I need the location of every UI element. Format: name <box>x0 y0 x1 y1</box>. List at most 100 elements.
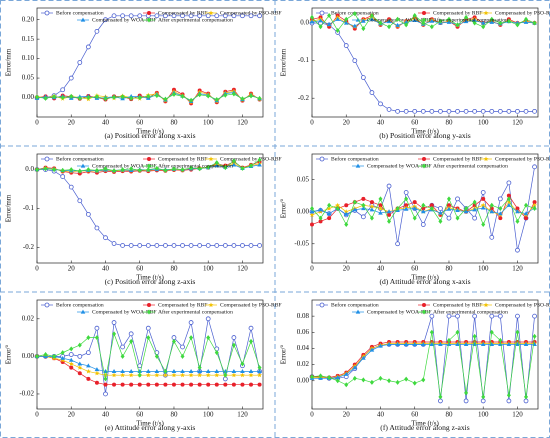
marker <box>231 162 237 167</box>
marker <box>120 167 125 173</box>
legend-marker <box>80 309 86 314</box>
x-tick-label: 80 <box>170 265 178 273</box>
marker <box>489 16 494 22</box>
marker <box>438 394 443 400</box>
x-tick-label: 120 <box>512 265 523 273</box>
marker <box>343 43 349 48</box>
caption: (c) Position error along z-axis <box>105 277 196 286</box>
x-tick-label: 0 <box>35 119 39 127</box>
marker <box>326 211 332 216</box>
marker <box>506 199 512 205</box>
y-tick-label: 0.0 <box>25 165 34 173</box>
marker <box>506 202 512 207</box>
marker <box>369 90 375 95</box>
marker <box>429 203 434 208</box>
marker <box>120 353 125 359</box>
marker <box>86 95 91 101</box>
marker <box>129 338 134 344</box>
legend-label: Compensated by RBF <box>433 10 482 16</box>
marker <box>197 243 203 248</box>
marker <box>77 95 82 101</box>
marker <box>112 94 117 100</box>
marker <box>403 342 409 347</box>
marker <box>189 165 194 171</box>
marker <box>310 206 314 211</box>
marker <box>327 202 332 208</box>
marker <box>352 23 358 28</box>
marker <box>112 331 117 337</box>
marker <box>395 22 400 27</box>
marker <box>532 313 537 319</box>
marker <box>403 206 409 211</box>
marker <box>335 202 341 208</box>
y-axis-label: Error/mm <box>5 194 13 222</box>
marker <box>257 382 262 387</box>
marker <box>361 196 366 201</box>
marker <box>455 342 460 347</box>
marker <box>257 95 262 101</box>
marker <box>120 13 126 19</box>
x-tick-label: 100 <box>203 265 214 273</box>
marker <box>94 325 100 331</box>
marker <box>171 382 176 387</box>
marker <box>523 19 529 24</box>
marker <box>94 94 99 100</box>
marker <box>515 313 520 319</box>
marker <box>472 207 477 212</box>
legend-marker <box>208 302 214 308</box>
marker <box>248 325 254 331</box>
marker <box>257 372 263 378</box>
marker <box>395 379 400 385</box>
legend-label: Compensated by RBF <box>433 156 482 162</box>
marker <box>77 365 83 370</box>
marker <box>498 20 503 26</box>
marker <box>248 369 254 374</box>
marker <box>222 243 228 248</box>
marker <box>85 211 91 217</box>
marker <box>188 243 194 248</box>
marker <box>77 168 82 174</box>
marker <box>403 108 409 114</box>
marker <box>429 206 434 211</box>
marker <box>387 212 392 217</box>
marker <box>455 329 460 335</box>
marker <box>438 210 443 215</box>
marker <box>480 202 486 208</box>
marker <box>60 355 65 360</box>
marker <box>214 369 220 374</box>
marker <box>515 206 520 211</box>
legend-label: Before compensation <box>56 155 104 162</box>
y-tick-label: 0.00 <box>22 352 35 360</box>
marker <box>455 215 460 221</box>
x-tick-label: 20 <box>68 119 76 127</box>
x-tick-label: 0 <box>310 411 314 419</box>
marker <box>506 196 511 202</box>
marker <box>43 95 48 101</box>
marker <box>378 375 383 381</box>
marker <box>214 160 219 166</box>
legend-marker <box>355 163 361 168</box>
marker <box>69 167 74 173</box>
marker <box>86 363 91 368</box>
marker <box>327 216 332 221</box>
legend-marker <box>44 302 50 308</box>
marker <box>68 361 74 366</box>
y-tick-label: -0.2 <box>298 94 310 102</box>
x-tick-label: 0 <box>35 411 39 419</box>
legend-label: Before compensation <box>56 9 104 16</box>
marker <box>94 380 99 385</box>
marker <box>240 382 245 387</box>
legend-marker <box>422 17 426 23</box>
marker <box>137 167 142 173</box>
marker <box>180 13 185 19</box>
marker <box>506 398 512 404</box>
y-axis-label: Error/° <box>5 345 13 365</box>
marker <box>463 209 469 214</box>
marker <box>240 96 245 102</box>
marker <box>154 369 160 374</box>
marker <box>129 382 134 387</box>
legend-label: Compensated by WOA-RBF <box>92 17 157 23</box>
marker <box>489 342 495 347</box>
x-tick-label: 60 <box>136 411 144 419</box>
